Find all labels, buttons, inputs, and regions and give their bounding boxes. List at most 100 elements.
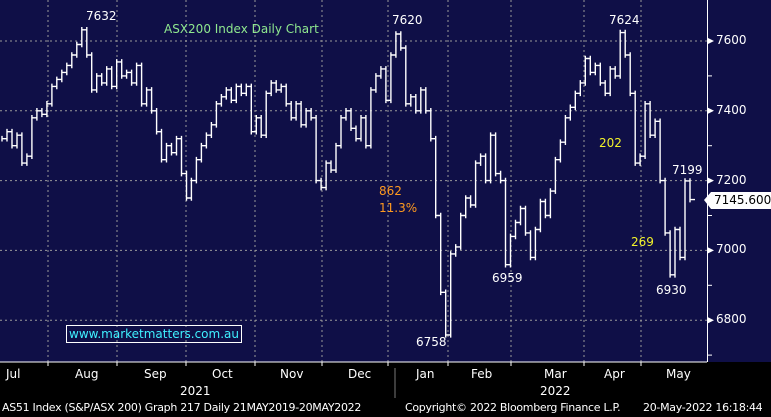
price-bar [554,156,561,194]
price-bar [380,66,386,79]
price-bar [71,52,77,69]
price-bar [549,188,556,219]
price-bar [360,115,366,142]
price-bar [569,104,576,121]
price-bar [494,132,501,177]
footer-copyright: Copyright© 2022 Bloomberg Finance L.P. [405,401,621,414]
price-bar [325,160,331,191]
price-bar [31,115,37,159]
price-bar [609,66,616,97]
price-bar [649,101,656,138]
price-bar [405,45,411,107]
price-bar [659,118,666,184]
price-bar [489,132,496,184]
price-bar [310,108,317,121]
last-price-tag: 7145.600 [703,192,771,209]
price-bar [225,87,232,100]
price-bar [634,90,641,166]
price-bar [220,94,227,107]
price-bar [345,108,351,121]
y-tick-label: 7600 [716,33,747,47]
x-tick-label: Jul [6,367,21,381]
price-bar [140,62,147,107]
price-bar [91,52,97,93]
price-bar [315,115,322,184]
price-bar [165,142,172,163]
price-bar [145,87,152,107]
label-peak-jan: 7620 [392,13,423,27]
price-bar [574,90,581,111]
price-bar [415,94,421,114]
price-bar [51,83,57,107]
price-bar [435,135,441,219]
price-bar [455,244,461,257]
price-bar [504,177,511,268]
price-bar [290,101,297,121]
price-bar [370,87,376,149]
price-bar [355,125,361,142]
price-bars [1,27,695,338]
price-bar [61,69,67,83]
price-bar [674,226,680,278]
price-bar [410,94,416,107]
label-low-jan: 6758 [416,335,447,349]
price-bar [230,87,237,104]
price-bar [295,101,302,121]
price-bar [300,101,307,128]
price-bar [469,195,476,208]
label-apr-drop: 202 [599,136,622,150]
price-bar [365,115,371,149]
price-bar [684,178,690,261]
price-bar [76,41,82,58]
price-bar [594,62,601,76]
price-bar [584,55,591,86]
price-bar [430,108,436,142]
label-low-may: 6930 [656,283,687,297]
price-bar [629,52,636,97]
price-bar [130,69,137,86]
price-bar [664,177,671,236]
price-bar [215,101,222,128]
price-bar [479,153,486,166]
price-bar [524,205,531,236]
x-tick-label: Apr [604,367,625,381]
price-bar [689,178,695,203]
price-bar [460,212,466,250]
price-bar [245,83,252,97]
price-bar [669,230,675,278]
price-bar [200,142,207,163]
price-bar [240,83,247,97]
price-bar [330,160,336,173]
price-bar [155,108,162,135]
price-bar [579,80,586,97]
price-bar [499,170,506,184]
price-bar [41,108,47,118]
price-bar [509,233,516,268]
price-bar [275,80,282,93]
label-peak-apr: 7624 [609,13,640,27]
price-bar [654,118,661,138]
price-bar [116,59,122,90]
price-bar [340,115,346,149]
price-bar [465,195,471,219]
price-bar [624,29,631,58]
label-drop-pct: 11.3% [379,201,418,215]
price-bar [121,59,127,79]
price-bar [1,135,7,142]
price-bar [16,132,22,149]
price-bar [56,76,62,90]
y-tick-label: 7000 [716,242,747,257]
y-tick-label: 7200 [716,172,747,187]
price-bar [539,198,546,233]
price-bar [440,212,446,296]
footer-timestamp: 20-May-2022 16:18:44 [643,401,763,414]
label-drop-points: 862 [379,184,402,198]
label-peak-aug: 7632 [86,9,117,23]
price-bar [185,170,192,201]
price-bar [125,69,132,79]
price-bar [96,73,102,93]
year-label-2021: 2021 [180,384,211,398]
price-bar [514,219,521,240]
price-bar [21,132,27,166]
